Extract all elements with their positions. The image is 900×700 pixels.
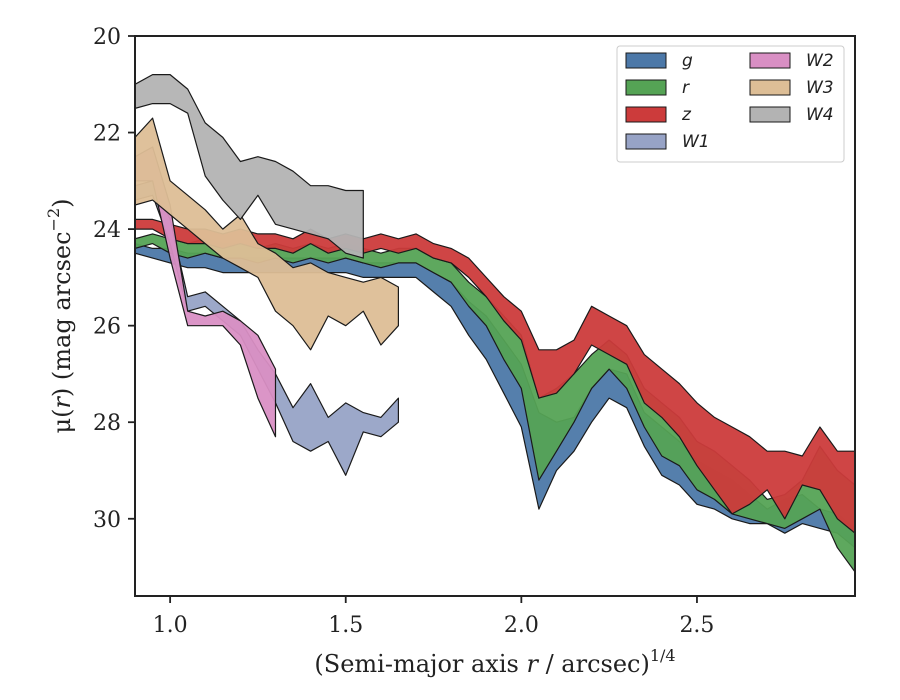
legend-swatch-g — [625, 52, 667, 69]
y-tick-label: 20 — [93, 25, 121, 50]
x-tick-label: 2.0 — [504, 613, 539, 638]
plot-frame — [134, 35, 856, 597]
series-layer — [135, 74, 855, 573]
legend-swatch-w1 — [625, 133, 667, 150]
legend-swatch-w3 — [749, 79, 791, 96]
legend-label-w3: W3 — [806, 78, 834, 98]
series-band-w2 — [135, 146, 277, 438]
x-tick-label: 2.5 — [679, 613, 714, 638]
legend-label-w4: W4 — [806, 105, 834, 125]
legend: grz W1 W2 W3 W4 — [616, 45, 845, 163]
legend-label-z: z — [681, 105, 692, 125]
legend-box — [616, 45, 845, 163]
legend-label-r: r — [682, 78, 690, 98]
ticks-layer: 1.0 1.5 2.0 2.5 20 22 24 26 28 30 — [93, 25, 714, 638]
legend-swatch-r — [625, 79, 667, 96]
series-band-w4 — [135, 74, 364, 259]
legend-swatch-z — [625, 106, 667, 123]
legend-swatch-w2 — [749, 52, 791, 69]
series-band-r — [135, 233, 855, 573]
x-axis-label: (Semi-major axis r / arcsec)1/4 — [314, 646, 675, 678]
legend-label-w2: W2 — [806, 51, 834, 71]
legend-label-w1: W1 — [682, 132, 710, 152]
y-tick-label: 22 — [93, 122, 121, 147]
y-axis-label: μ(r) (mag arcsec−2) — [44, 198, 76, 433]
y-tick-label: 26 — [93, 315, 121, 340]
y-tick-label: 28 — [93, 411, 121, 436]
y-tick-label: 30 — [93, 508, 121, 533]
y-tick-label: 24 — [93, 218, 121, 243]
x-tick-label: 1.5 — [328, 613, 363, 638]
legend-label-g: g — [682, 51, 693, 71]
series-band-w3 — [135, 117, 399, 351]
legend-swatch-w4 — [749, 106, 791, 123]
x-tick-label: 1.0 — [153, 613, 188, 638]
